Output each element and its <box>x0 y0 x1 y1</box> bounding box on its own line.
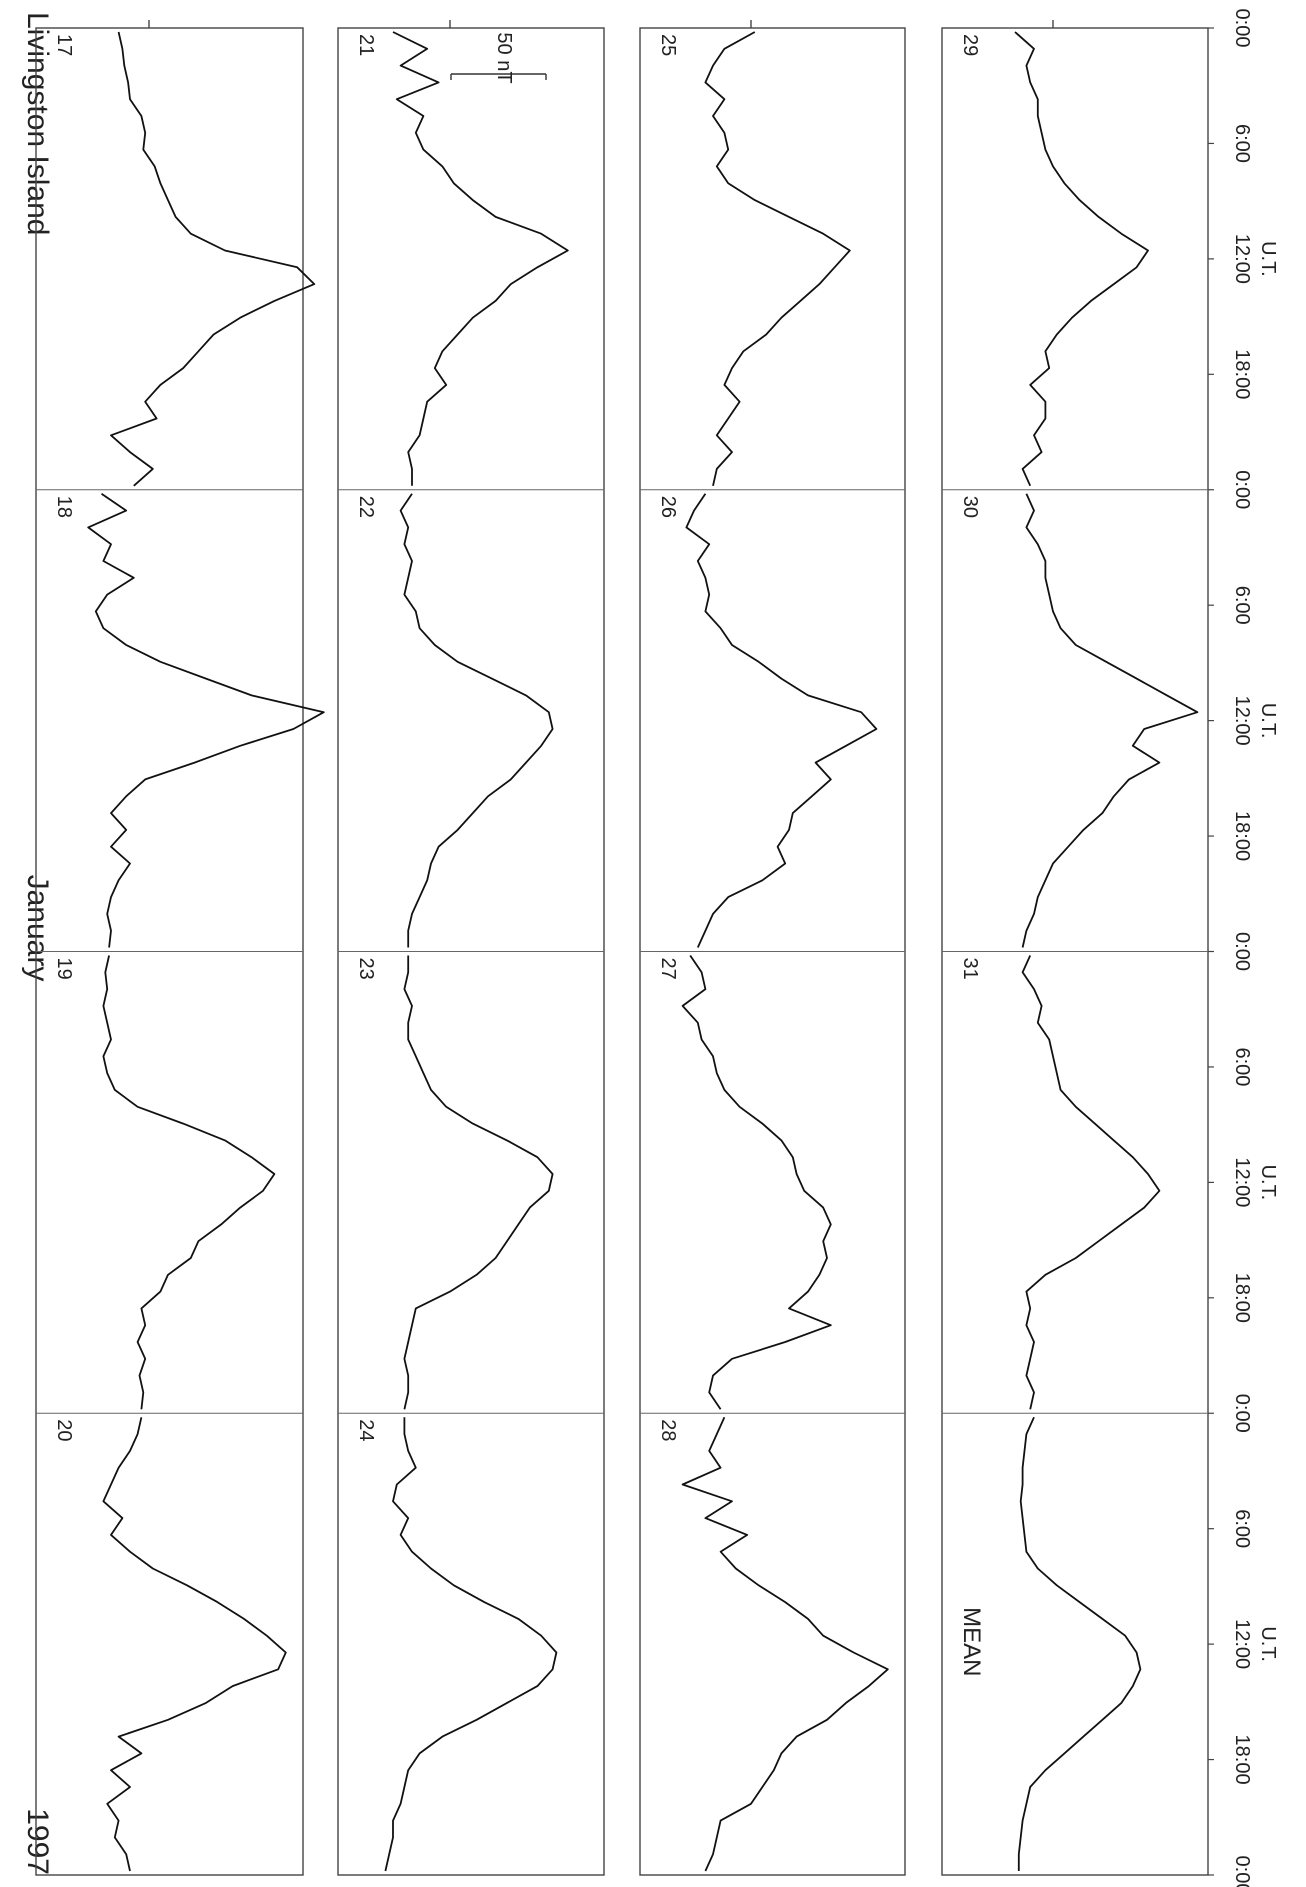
year-label: 1997 <box>21 1808 54 1875</box>
day-label: 29 <box>959 34 981 56</box>
series-line-23 <box>403 955 554 1410</box>
series-line-18 <box>87 493 325 948</box>
x-axis-label: U.T. <box>1257 241 1279 277</box>
x-tick-label: 18:00 <box>1231 1735 1253 1785</box>
scale-bar-label: 50 nT <box>493 32 515 83</box>
day-label: 25 <box>657 34 679 56</box>
series-line-30 <box>1021 493 1199 948</box>
series-line-21 <box>392 31 569 486</box>
day-label: 22 <box>355 496 377 518</box>
day-label: 30 <box>959 496 981 518</box>
series-line-25 <box>704 31 851 486</box>
series-line-17 <box>110 31 316 487</box>
x-tick-label: 6:00 <box>1231 586 1253 625</box>
series-line-28 <box>681 1416 889 1872</box>
series-line-24 <box>384 1417 558 1872</box>
x-tick-label: 6:00 <box>1231 124 1253 163</box>
series-line-29 <box>1014 31 1149 487</box>
x-tick-label: 0:00 <box>1231 470 1253 509</box>
x-tick-label: 12:00 <box>1231 696 1253 746</box>
x-tick-label: 6:00 <box>1231 1509 1253 1548</box>
x-axis-label: U.T. <box>1257 1626 1279 1662</box>
day-label: 20 <box>53 1419 75 1441</box>
day-label: 18 <box>53 496 75 518</box>
scale-bar: 50 nT <box>450 32 547 84</box>
day-label: 28 <box>657 1419 679 1441</box>
day-label: 19 <box>53 958 75 980</box>
day-label: 26 <box>657 496 679 518</box>
panel-3: 36415F25262728 <box>639 20 906 1876</box>
series-line-31 <box>1021 955 1161 1410</box>
x-tick-label: 0:00 <box>1231 1856 1253 1887</box>
day-label: 21 <box>355 34 377 56</box>
day-label: 31 <box>959 958 981 980</box>
series-line-27 <box>681 954 832 1410</box>
x-tick-label: 12:00 <box>1231 234 1253 284</box>
x-tick-label: 0:00 <box>1231 9 1253 48</box>
x-axis-label: U.T. <box>1257 1165 1279 1201</box>
time-axis-labels: 0:00 6:00 12:00 18:00 0:00 U.T. 6:00 12:00 18:00… <box>1208 9 1279 1887</box>
panel-1: 36415F17181920 <box>35 20 325 1876</box>
day-label: 17 <box>53 34 75 56</box>
day-label: 23 <box>355 958 377 980</box>
x-axis-label: U.T. <box>1257 703 1279 739</box>
x-tick-label: 6:00 <box>1231 1047 1253 1086</box>
x-tick-label: 0:00 <box>1231 1394 1253 1433</box>
series-line-20 <box>102 1417 287 1872</box>
x-tick-label: 18:00 <box>1231 811 1253 861</box>
x-tick-label: 0:00 <box>1231 932 1253 971</box>
panels-group: 36415F1718192036415F2122232436415F252627… <box>35 20 1209 1876</box>
mean-label: MEAN <box>958 1607 985 1676</box>
day-label: 24 <box>355 1419 377 1441</box>
panel-4: 36415F293031MEAN <box>941 20 1209 1876</box>
series-line-26 <box>685 493 878 948</box>
series-line-MEAN <box>1017 1416 1142 1871</box>
x-tick-label: 12:00 <box>1231 1157 1253 1207</box>
series-line-22 <box>399 493 554 948</box>
series-line-19 <box>102 955 276 1410</box>
month-label: January <box>21 875 54 982</box>
x-tick-label: 18:00 <box>1231 349 1253 399</box>
x-tick-label: 18:00 <box>1231 1273 1253 1323</box>
day-label: 27 <box>657 958 679 980</box>
panel-2: 36415F21222324 <box>337 20 605 1876</box>
station-title: Livingston Island <box>21 12 54 235</box>
x-tick-label: 12:00 <box>1231 1619 1253 1669</box>
